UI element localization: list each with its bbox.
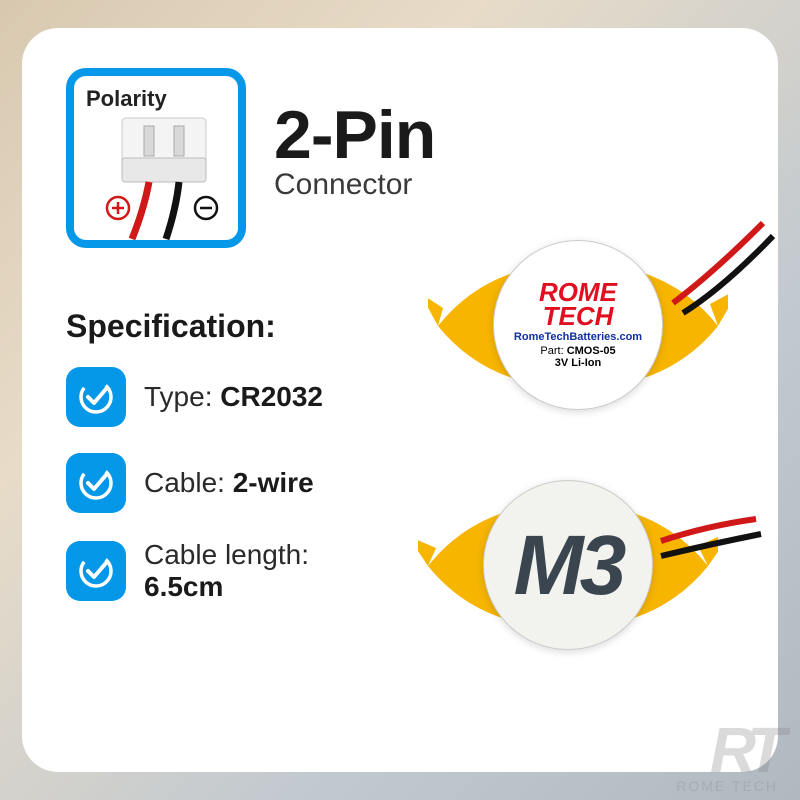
connector-illustration <box>94 114 234 244</box>
polarity-diagram: Polarity <box>66 68 246 248</box>
brand-url: RomeTechBatteries.com <box>514 331 642 343</box>
watermark-logo: RT ROME TECH <box>676 725 778 794</box>
part-number: CMOS-05 <box>567 345 616 357</box>
check-icon <box>66 367 126 427</box>
logo-text: ROME TECH <box>676 778 778 794</box>
spec-value: 2-wire <box>233 467 314 498</box>
spec-text: Type: CR2032 <box>144 381 323 413</box>
brand-line2: TECH <box>543 305 614 328</box>
spec-text: Cable: 2-wire <box>144 467 314 499</box>
check-icon <box>66 541 126 601</box>
spec-value: CR2032 <box>220 381 323 412</box>
back-mark: M3 <box>514 517 623 614</box>
battery-label-back: M3 <box>483 480 653 650</box>
wires-icon <box>668 218 800 328</box>
voltage: 3V Li-Ion <box>555 357 601 369</box>
headline-sub: Connector <box>274 168 435 202</box>
battery-back: M3 <box>418 488 718 643</box>
info-card: Polarity 2-Pin Connector <box>22 28 778 772</box>
part-label: Part: <box>540 345 566 357</box>
wires-icon <box>656 516 796 606</box>
headline: 2-Pin Connector <box>274 68 435 202</box>
battery-front: ROME TECH RomeTechBatteries.com Part: CM… <box>428 248 728 403</box>
check-icon <box>66 453 126 513</box>
battery-label-front: ROME TECH RomeTechBatteries.com Part: CM… <box>493 240 663 410</box>
spec-value: 6.5cm <box>144 571 223 602</box>
headline-main: 2-Pin <box>274 96 435 174</box>
top-row: Polarity 2-Pin Connector <box>66 68 734 248</box>
spec-label: Type: <box>144 381 220 412</box>
spec-label: Cable: <box>144 467 233 498</box>
spec-label: Cable length: <box>144 539 309 570</box>
product-images: ROME TECH RomeTechBatteries.com Part: CM… <box>378 238 758 718</box>
polarity-label: Polarity <box>86 86 226 112</box>
logo-mark: RT <box>676 725 778 776</box>
part-line: Part: CMOS-05 <box>540 345 615 357</box>
spec-text: Cable length:6.5cm <box>144 539 309 603</box>
